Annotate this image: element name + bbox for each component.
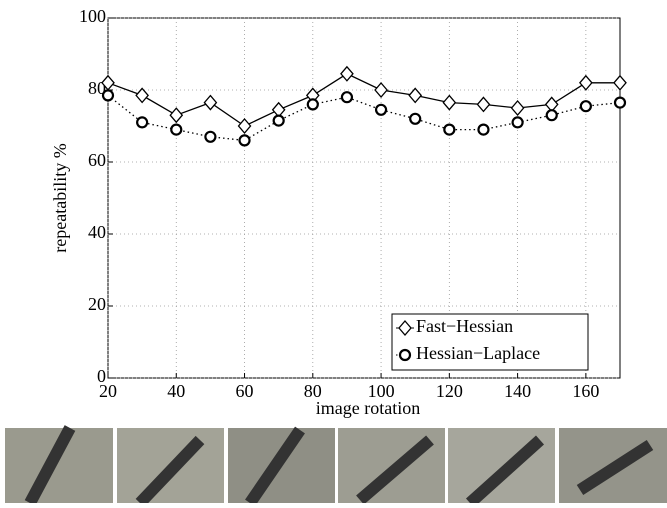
series-line xyxy=(107,73,620,127)
marker xyxy=(374,103,388,116)
marker xyxy=(101,89,115,102)
y-tick-label: 40 xyxy=(88,222,106,242)
marker xyxy=(135,87,149,104)
marker xyxy=(510,100,525,116)
marker xyxy=(340,65,354,82)
x-tick-label: 160 xyxy=(572,381,599,401)
marker xyxy=(442,94,457,111)
y-tick-label: 100 xyxy=(79,6,106,26)
y-tick-label: 60 xyxy=(88,150,106,170)
legend-box xyxy=(391,313,589,371)
x-tick-label: 80 xyxy=(304,381,322,401)
marker xyxy=(477,123,490,136)
x-tick-label: 120 xyxy=(436,381,463,401)
marker xyxy=(136,116,149,129)
x-tick-label: 60 xyxy=(236,381,254,401)
legend-label: Hessian−Laplace xyxy=(416,343,540,363)
marker xyxy=(238,134,251,147)
marker xyxy=(579,74,593,91)
y-tick-label: 20 xyxy=(88,294,106,314)
marker xyxy=(613,74,627,91)
marker xyxy=(169,107,184,124)
marker xyxy=(409,112,422,125)
marker xyxy=(374,82,388,98)
x-tick-label: 100 xyxy=(368,381,395,401)
x-tick-label: 40 xyxy=(167,381,185,401)
marker xyxy=(476,96,491,113)
marker xyxy=(443,123,456,136)
legend-marker xyxy=(398,348,412,362)
marker xyxy=(613,96,627,109)
legend-marker xyxy=(398,320,412,336)
marker xyxy=(340,91,354,104)
marker xyxy=(170,123,183,136)
rotation-thumbnails xyxy=(5,425,667,508)
x-tick-label: 140 xyxy=(504,381,531,401)
legend-label: Fast−Hessian xyxy=(416,316,513,336)
thumbnail-detail xyxy=(24,425,654,508)
marker xyxy=(237,118,252,134)
y-axis-label: repeatability % xyxy=(50,143,70,252)
x-tick-label: 20 xyxy=(99,381,117,401)
x-axis-label: image rotation xyxy=(316,398,420,418)
series-line xyxy=(107,94,621,142)
marker xyxy=(545,109,558,122)
marker xyxy=(203,94,218,111)
marker xyxy=(272,114,285,127)
marker xyxy=(204,130,217,143)
marker xyxy=(408,87,423,104)
marker xyxy=(306,98,319,111)
y-tick-label: 0 xyxy=(97,366,106,386)
marker xyxy=(579,100,592,113)
marker xyxy=(511,116,524,129)
